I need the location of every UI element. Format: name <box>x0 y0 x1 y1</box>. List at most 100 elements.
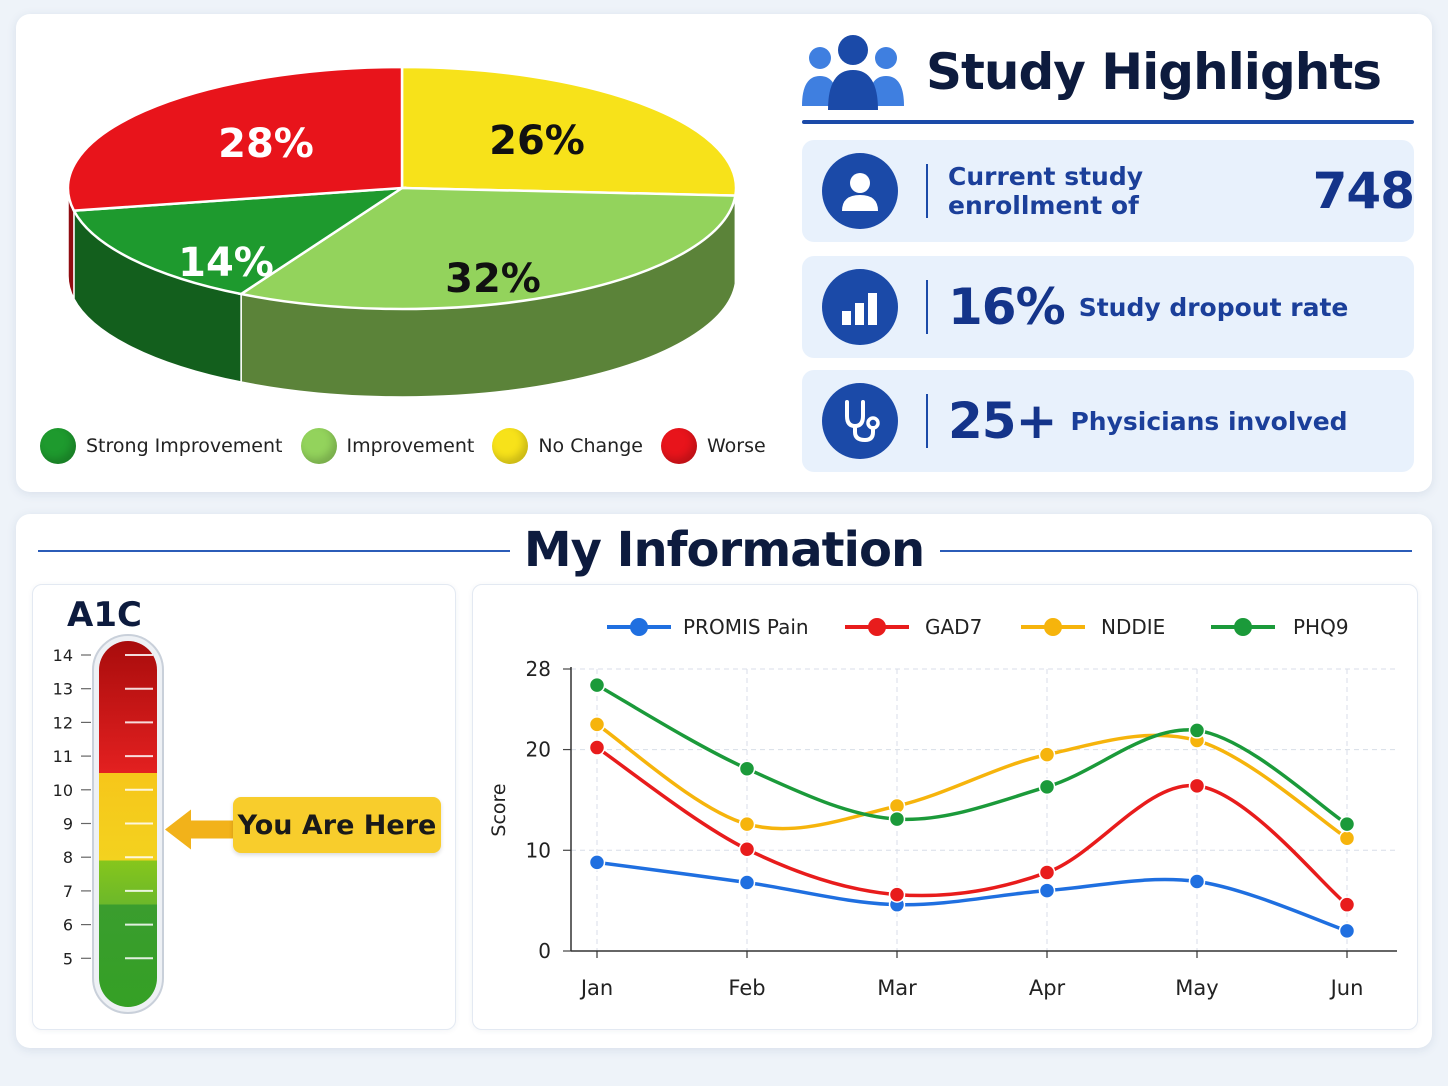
y-tick-label: 0 <box>538 939 551 963</box>
a1c-tick-label: 12 <box>53 713 73 732</box>
data-point-phq9 <box>738 760 756 777</box>
physicians-value: 25+ <box>948 392 1057 450</box>
pie-value-label: 28% <box>218 121 314 167</box>
physicians-label: Physicians involved <box>1070 406 1348 436</box>
data-point-phq9 <box>1038 778 1056 796</box>
physicians-stat: 25+ Physicians involved <box>802 370 1414 472</box>
dropout-label: Study dropout rate <box>1078 292 1349 322</box>
data-point-nddie <box>1038 746 1056 763</box>
legend-swatch-strong-improvement <box>40 428 76 464</box>
legend-swatch-worse <box>660 428 697 464</box>
data-point-nddie <box>738 815 756 833</box>
you-are-here-badge: You Are Here <box>233 797 441 853</box>
data-point-promis-pain <box>1338 922 1356 940</box>
x-tick-label: Jan <box>579 976 613 1000</box>
study-overview-card: 26% 32% 14% 28% Strong Improvement Improvem… <box>16 14 1432 492</box>
stethoscope-icon <box>822 383 898 459</box>
stat-divider <box>926 394 928 448</box>
a1c-panel: 14 13 12 11 10 9 8 7 6 5 A1C You Are Here <box>32 584 456 1030</box>
legend-swatch-no-change <box>492 428 529 464</box>
data-point-gad7 <box>1038 864 1056 881</box>
a1c-thermometer: 14 13 12 11 10 9 8 7 6 5 <box>53 634 235 1014</box>
a1c-tick-label: 10 <box>53 781 73 800</box>
series-line-phq9 <box>595 683 1349 826</box>
legend-marker-gad7 <box>868 618 886 636</box>
pie-slice-worse <box>66 65 404 212</box>
a1c-tick-label: 9 <box>63 815 73 834</box>
legend-item-no-change: No Change <box>492 428 643 464</box>
data-point-promis-pain <box>738 874 756 891</box>
y-tick-label: 10 <box>526 838 551 862</box>
series-line-gad7 <box>595 745 1349 907</box>
data-point-phq9 <box>1188 722 1206 739</box>
legend-item-improvement: Improvement <box>300 428 475 464</box>
data-point-promis-pain <box>1188 873 1206 890</box>
stat-divider <box>926 280 928 334</box>
y-axis-title: Score <box>488 783 510 836</box>
pie-slice-strong-improvement <box>71 186 407 296</box>
x-tick-label: Mar <box>877 976 917 1000</box>
legend-label: No Change <box>538 435 643 457</box>
a1c-tick-label: 14 <box>53 646 73 665</box>
x-tick-label: Feb <box>728 976 765 1000</box>
pie-slice-no-change <box>400 65 738 197</box>
pie-slice-improvement <box>237 186 737 311</box>
legend-marker-phq9 <box>1234 618 1252 636</box>
legend-item-strong-improvement: Strong Improvement <box>40 428 283 464</box>
a1c-tick-label: 11 <box>53 747 73 766</box>
legend-label-gad7: GAD7 <box>925 615 982 639</box>
enrollment-label: Current study enrollment of <box>948 162 1144 220</box>
people-group-icon <box>802 35 904 110</box>
enrollment-value: 748 <box>1312 162 1415 220</box>
legend-swatch-improvement <box>300 428 337 464</box>
title-rule-right <box>940 550 1412 552</box>
outcome-pie-chart: 26% 32% 14% 28% <box>66 65 738 398</box>
a1c-tick-label: 13 <box>53 680 73 699</box>
stat-divider <box>926 164 928 218</box>
pie-value-label: 32% <box>445 256 541 302</box>
data-point-gad7 <box>588 739 606 756</box>
legend-label-promis-pain: PROMIS Pain <box>683 615 809 639</box>
my-information-card: My Information 14 13 12 11 10 9 8 7 6 5 A1C You A… <box>16 514 1432 1048</box>
score-line-chart-panel: 0 10 20 28 Jan Feb Mar Apr May Jun Score PROMIS Pai… <box>472 584 1418 1030</box>
pie-value-label: 14% <box>178 240 274 286</box>
y-tick-label: 28 <box>526 657 551 681</box>
legend-marker-nddie <box>1044 618 1062 636</box>
data-point-promis-pain <box>588 854 606 871</box>
pie-legend: Strong Improvement Improvement No Change… <box>40 426 766 466</box>
data-point-promis-pain <box>1038 882 1056 899</box>
legend-label-phq9: PHQ9 <box>1293 615 1349 639</box>
highlights-header: Study Highlights <box>798 32 1382 112</box>
data-point-nddie <box>1338 829 1356 847</box>
x-tick-label: Jun <box>1329 976 1364 1000</box>
user-icon <box>822 153 898 229</box>
x-tick-label: May <box>1175 976 1218 1000</box>
bar-chart-icon <box>822 269 898 345</box>
legend-label: Strong Improvement <box>86 435 283 457</box>
you-are-here-arrow <box>165 809 235 850</box>
pie-value-label: 26% <box>489 118 585 164</box>
a1c-title: A1C <box>67 595 142 635</box>
series-line-promis-pain <box>595 860 1349 933</box>
legend-item-worse: Worse <box>660 428 766 464</box>
highlights-title: Study Highlights <box>926 43 1382 101</box>
data-point-gad7 <box>888 886 906 903</box>
data-point-phq9 <box>888 810 906 828</box>
data-point-gad7 <box>738 841 756 858</box>
score-line-chart: 0 10 20 28 Jan Feb Mar Apr May Jun Score PROMIS Pai… <box>488 615 1397 1000</box>
enrollment-stat: Current study enrollment of 748 <box>802 140 1415 242</box>
legend-label: Improvement <box>346 435 475 457</box>
data-point-nddie <box>588 716 606 733</box>
my-information-title: My Information <box>523 522 925 578</box>
highlights-divider <box>802 120 1414 124</box>
legend-label: Worse <box>706 435 766 457</box>
a1c-tick-label: 6 <box>63 916 73 935</box>
series-line-nddie <box>595 722 1349 840</box>
legend-label-nddie: NDDIE <box>1101 615 1165 639</box>
data-point-phq9 <box>1338 815 1356 833</box>
dropout-stat: 16% Study dropout rate <box>802 256 1414 358</box>
a1c-tick-label: 8 <box>63 848 73 867</box>
data-point-phq9 <box>588 676 606 694</box>
data-point-gad7 <box>1338 896 1356 913</box>
dropout-value: 16% <box>948 278 1066 336</box>
